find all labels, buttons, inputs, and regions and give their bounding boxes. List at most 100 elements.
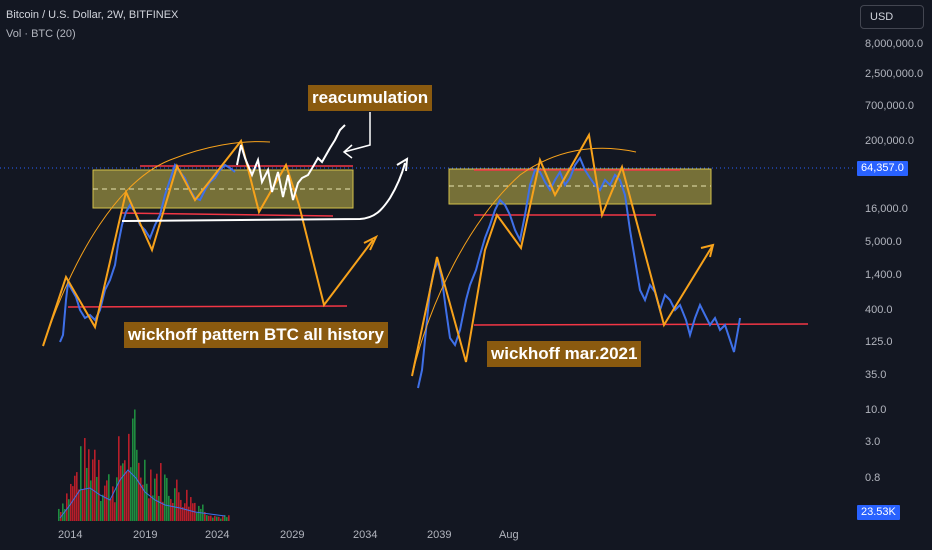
reaccumulation-projection — [236, 124, 346, 201]
volume-bar — [66, 493, 68, 521]
volume-bar — [110, 498, 112, 521]
time-tick-label: Aug — [499, 529, 519, 541]
reaccumulation-base-line — [121, 162, 406, 222]
volume-indicator-label[interactable]: Vol · BTC (20) — [6, 28, 76, 40]
last-price-badge: 64,357.0 — [857, 161, 908, 176]
volume-bar — [146, 483, 148, 521]
wyckoff-zigzag-history — [42, 138, 374, 347]
volume-bar — [132, 418, 134, 521]
note-pattern-2021[interactable]: wickhoff mar.2021 — [487, 341, 642, 367]
price-tick-label: 2,500,000.0 — [865, 68, 924, 80]
volume-bar — [96, 476, 98, 521]
price-tick-label: 3.0 — [865, 436, 881, 448]
volume-bar — [70, 483, 72, 521]
volume-bar — [224, 515, 226, 521]
reaccumulation-base-arrow — [396, 157, 409, 172]
volume-bar — [78, 489, 80, 521]
volume-bar — [196, 512, 198, 521]
volume-bar — [136, 449, 138, 521]
volume-bar — [206, 515, 208, 521]
volume-bar — [106, 480, 108, 521]
note-pattern-history[interactable]: wickhoff pattern BTC all history — [124, 322, 388, 348]
volume-bar — [186, 489, 188, 521]
volume-bar — [134, 409, 136, 521]
price-tick-label: 8,000,000.0 — [865, 38, 924, 50]
volume-bar — [98, 459, 100, 521]
wyckoff-zigzag-2021 — [411, 132, 714, 377]
volume-bar — [180, 499, 182, 521]
volume-bar — [150, 469, 152, 521]
volume-bar — [128, 433, 130, 521]
reaccumulation-callout-arrow — [342, 112, 371, 159]
volume-bar — [226, 517, 228, 521]
volume-bar — [200, 508, 202, 521]
volume-bar — [228, 515, 230, 521]
volume-bar — [114, 502, 116, 521]
price-tick-label: 125.0 — [865, 336, 893, 348]
wyckoff-arc-history — [42, 141, 271, 347]
support-line-history-upper — [121, 212, 334, 217]
price-tick-label: 35.0 — [865, 369, 887, 381]
volume-bar — [118, 436, 120, 521]
volume-bar — [112, 486, 114, 521]
volume-bar — [120, 465, 122, 521]
volume-value-badge: 23.53K — [857, 505, 900, 520]
volume-bar — [108, 474, 110, 521]
volume-bar — [148, 498, 150, 521]
support-line-2021-lower — [473, 323, 809, 326]
volume-bar — [152, 495, 154, 521]
volume-bar — [100, 500, 102, 521]
volume-bar — [210, 515, 212, 521]
volume-bar — [144, 459, 146, 521]
volume-bar — [130, 467, 132, 521]
note-reaccumulation[interactable]: reacumulation — [308, 85, 433, 111]
volume-bar — [122, 463, 124, 521]
volume-bar — [64, 509, 66, 521]
volume-bar — [62, 503, 64, 521]
volume-bar — [124, 460, 126, 521]
time-tick-label: 2019 — [133, 529, 158, 541]
symbol-title[interactable]: Bitcoin / U.S. Dollar, 2W, BITFINEX — [6, 9, 179, 21]
price-tick-label: 5,000.0 — [865, 236, 902, 248]
price-tick-label: 0.8 — [865, 472, 881, 484]
price-tick-label: 10.0 — [865, 404, 887, 416]
volume-bar — [140, 477, 142, 521]
btc-price-line-2021 — [417, 155, 741, 389]
volume-bar — [138, 462, 140, 521]
volume-bar — [184, 503, 186, 521]
time-tick-label: 2034 — [353, 529, 378, 541]
volume-bar — [220, 518, 222, 521]
volume-bar — [94, 449, 96, 521]
volume-bar — [208, 515, 210, 521]
projection-arrow-history — [363, 234, 379, 251]
volume-bar — [68, 499, 70, 521]
volume-bar — [178, 492, 180, 521]
time-tick-label: 2029 — [280, 529, 305, 541]
volume-bar — [222, 516, 224, 521]
price-tick-label: 16,000.0 — [865, 203, 908, 215]
volume-bar — [142, 484, 144, 521]
volume-bar — [88, 449, 90, 521]
price-tick-label: 400.0 — [865, 304, 893, 316]
time-tick-label: 2014 — [58, 529, 83, 541]
volume-bar — [84, 438, 86, 521]
time-tick-label: 2024 — [205, 529, 230, 541]
volume-bar — [158, 496, 160, 521]
volume-bar — [182, 507, 184, 521]
support-line-history-lower — [67, 305, 348, 308]
volume-ma-line — [59, 469, 226, 519]
volume-bar — [102, 494, 104, 521]
wyckoff-arc-2021 — [411, 147, 637, 377]
volume-bar — [218, 516, 220, 521]
currency-button[interactable]: USD — [860, 5, 924, 29]
volume-bar — [188, 506, 190, 521]
volume-bar — [162, 501, 164, 521]
volume-bar — [160, 463, 162, 521]
volume-bar — [86, 467, 88, 521]
volume-bar — [156, 473, 158, 521]
volume-bar — [174, 488, 176, 521]
volume-bar — [80, 446, 82, 521]
volume-bar — [212, 517, 214, 521]
